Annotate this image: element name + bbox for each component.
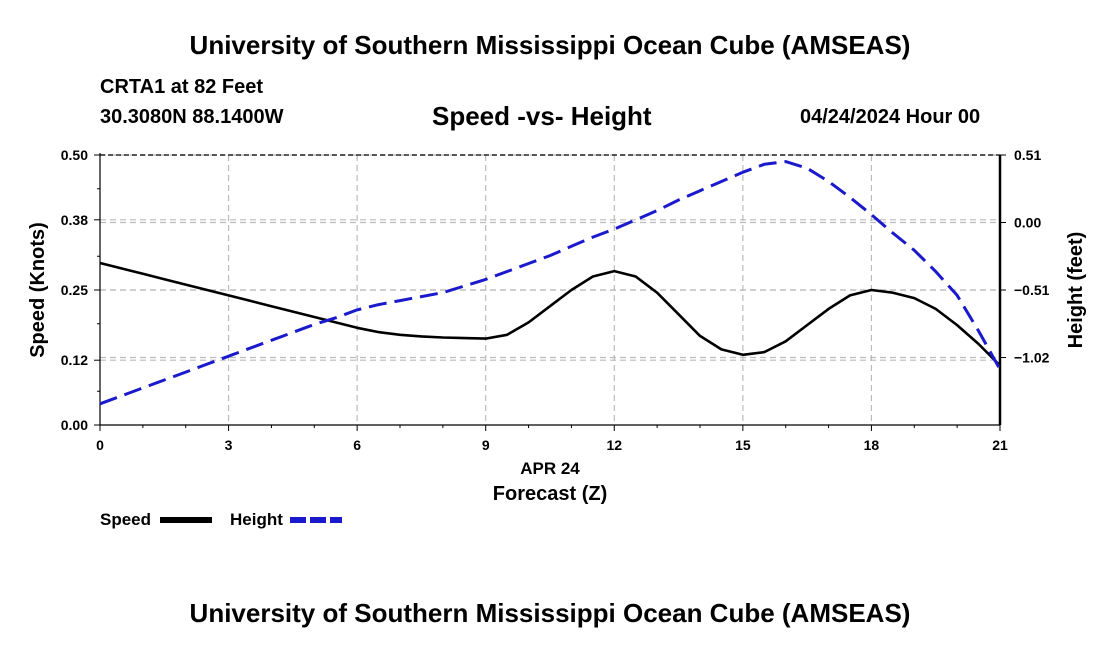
x-tick-label: 0 <box>96 437 104 453</box>
x-tick-label: 21 <box>992 437 1008 453</box>
x-tick-label: 12 <box>606 437 622 453</box>
legend-speed-label: Speed <box>100 510 151 529</box>
x-tick-label: 15 <box>735 437 751 453</box>
chart-title: University of Southern Mississippi Ocean… <box>189 30 911 60</box>
y-right-tick-label: 0.51 <box>1014 147 1041 163</box>
legend-height-label: Height <box>230 510 283 529</box>
y-axis-label: Speed (Knots) <box>27 222 49 358</box>
y-tick-label: 0.25 <box>61 282 88 298</box>
forecast-datetime: 04/24/2024 Hour 00 <box>800 106 981 128</box>
x-tick-label: 18 <box>864 437 880 453</box>
chart-subtitle: Speed -vs- Height <box>432 101 652 131</box>
x-tick-label: 6 <box>353 437 361 453</box>
x-tick-label: 3 <box>225 437 233 453</box>
y-right-tick-label: 0.00 <box>1014 215 1041 231</box>
y-tick-label: 0.38 <box>61 212 88 228</box>
y-right-tick-label: −1.02 <box>1014 350 1050 366</box>
y-tick-label: 0.00 <box>61 417 88 433</box>
y-tick-label: 0.12 <box>61 352 88 368</box>
y-tick-label: 0.50 <box>61 147 88 163</box>
x-axis-label: Forecast (Z) <box>493 483 607 505</box>
y-right-tick-label: −0.51 <box>1014 282 1050 298</box>
y-axis-right-label: Height (feet) <box>1065 232 1087 349</box>
coordinates-label: 30.3080N 88.1400W <box>100 106 284 128</box>
x-axis-date-label: APR 24 <box>520 459 580 478</box>
footer-title: University of Southern Mississippi Ocean… <box>189 598 911 628</box>
speed-series-line <box>99 261 1001 367</box>
height-series-line <box>99 160 1002 406</box>
station-label: CRTA1 at 82 Feet <box>100 76 264 98</box>
x-tick-label: 9 <box>482 437 490 453</box>
